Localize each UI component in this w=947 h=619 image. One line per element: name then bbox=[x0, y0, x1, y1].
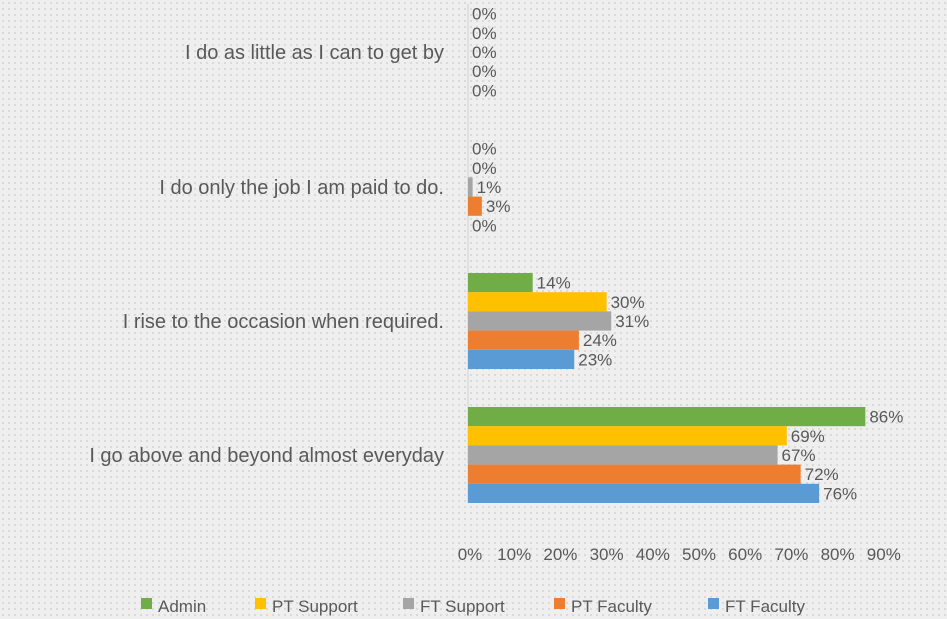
x-tick-label: 30% bbox=[590, 545, 624, 564]
bar bbox=[468, 464, 801, 484]
x-tick-label: 20% bbox=[543, 545, 577, 564]
data-label: 30% bbox=[611, 293, 645, 312]
x-tick-label: 70% bbox=[774, 545, 808, 564]
bars-layer bbox=[468, 177, 866, 503]
x-tick-label: 90% bbox=[867, 545, 901, 564]
legend-label: FT Faculty bbox=[725, 597, 805, 616]
data-label: 72% bbox=[805, 465, 839, 484]
bar bbox=[468, 330, 579, 350]
x-tick-label: 80% bbox=[821, 545, 855, 564]
bar bbox=[468, 273, 533, 293]
bar bbox=[468, 292, 607, 312]
legend-label: PT Support bbox=[272, 597, 358, 616]
bar bbox=[468, 177, 473, 197]
data-label: 0% bbox=[472, 62, 497, 81]
legend-item: PT Faculty bbox=[554, 597, 652, 616]
legend: Admin PT Support FT Support PT Faculty FT Fa… bbox=[141, 597, 805, 616]
legend-item: FT Faculty bbox=[708, 597, 805, 616]
bar bbox=[468, 407, 866, 427]
data-label: 76% bbox=[823, 484, 857, 503]
data-label: 23% bbox=[578, 350, 612, 369]
legend-item: FT Support bbox=[403, 597, 505, 616]
legend-swatch bbox=[255, 598, 266, 609]
data-label: 31% bbox=[615, 312, 649, 331]
x-axis-ticks: 0% 10% 20% 30% 40% 50% 60% 70% 80% 90% bbox=[458, 545, 901, 564]
data-label: 67% bbox=[782, 446, 816, 465]
category-labels-layer: I do as little as I can to get by I do on… bbox=[89, 42, 444, 467]
data-label: 0% bbox=[472, 216, 497, 235]
legend-label: Admin bbox=[158, 597, 206, 616]
x-tick-label: 60% bbox=[728, 545, 762, 564]
bar bbox=[468, 426, 787, 446]
category-label: I do as little as I can to get by bbox=[185, 42, 444, 64]
category-label: I go above and beyond almost everyday bbox=[89, 445, 444, 467]
bar bbox=[468, 445, 778, 465]
data-label: 0% bbox=[472, 24, 497, 43]
x-tick-label: 50% bbox=[682, 545, 716, 564]
legend-swatch bbox=[141, 598, 152, 609]
category-label: I rise to the occasion when required. bbox=[123, 311, 444, 333]
data-label: 0% bbox=[472, 81, 497, 100]
legend-label: FT Support bbox=[420, 597, 505, 616]
data-label: 14% bbox=[537, 274, 571, 293]
data-label: 0% bbox=[472, 140, 497, 159]
legend-swatch bbox=[708, 598, 719, 609]
data-label: 69% bbox=[791, 427, 825, 446]
x-tick-label: 40% bbox=[636, 545, 670, 564]
data-label: 0% bbox=[472, 5, 497, 24]
value-labels-layer: 0%0%0%0%0%0%0%1%3%0%14%30%31%24%23%86%69… bbox=[472, 5, 903, 504]
legend-label: PT Faculty bbox=[571, 597, 652, 616]
data-label: 0% bbox=[472, 43, 497, 62]
category-label: I do only the job I am paid to do. bbox=[159, 177, 444, 199]
bar bbox=[468, 349, 575, 369]
data-label: 0% bbox=[472, 159, 497, 178]
data-label: 86% bbox=[869, 408, 903, 427]
data-label: 3% bbox=[486, 197, 511, 216]
legend-item: Admin bbox=[141, 597, 206, 616]
legend-item: PT Support bbox=[255, 597, 358, 616]
legend-swatch bbox=[403, 598, 414, 609]
data-label: 1% bbox=[477, 178, 502, 197]
bar bbox=[468, 311, 612, 331]
data-label: 24% bbox=[583, 331, 617, 350]
x-tick-label: 10% bbox=[497, 545, 531, 564]
bar bbox=[468, 196, 482, 216]
bar bbox=[468, 483, 820, 503]
x-tick-label: 0% bbox=[458, 545, 483, 564]
legend-swatch bbox=[554, 598, 565, 609]
